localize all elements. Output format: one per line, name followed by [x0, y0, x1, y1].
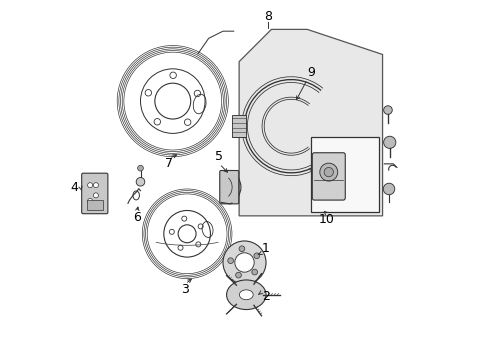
- Circle shape: [383, 136, 395, 148]
- Circle shape: [239, 246, 244, 252]
- Polygon shape: [239, 30, 382, 216]
- Bar: [310, 137, 378, 212]
- Circle shape: [235, 272, 241, 278]
- Circle shape: [251, 269, 257, 275]
- Text: 8: 8: [263, 10, 271, 23]
- Circle shape: [137, 165, 143, 171]
- Circle shape: [136, 177, 144, 186]
- FancyBboxPatch shape: [81, 173, 108, 214]
- Circle shape: [383, 106, 391, 114]
- Text: 2: 2: [262, 290, 269, 303]
- Text: 1: 1: [262, 242, 269, 255]
- Circle shape: [87, 183, 92, 188]
- Ellipse shape: [226, 280, 265, 310]
- Text: 4: 4: [70, 181, 78, 194]
- Bar: [86, 200, 102, 211]
- Bar: [231, 116, 246, 137]
- Circle shape: [87, 198, 92, 203]
- Circle shape: [324, 167, 333, 177]
- Text: 6: 6: [133, 211, 141, 224]
- Circle shape: [93, 193, 98, 198]
- Ellipse shape: [239, 290, 253, 300]
- Text: 10: 10: [318, 213, 334, 226]
- Circle shape: [319, 163, 337, 181]
- Text: 5: 5: [215, 150, 223, 163]
- Text: 3: 3: [181, 283, 189, 296]
- Text: 9: 9: [306, 66, 314, 79]
- Circle shape: [253, 253, 259, 258]
- Circle shape: [234, 253, 254, 272]
- Circle shape: [383, 183, 394, 195]
- Circle shape: [223, 241, 265, 284]
- Circle shape: [93, 183, 98, 188]
- Circle shape: [227, 258, 233, 264]
- FancyBboxPatch shape: [219, 171, 238, 204]
- Text: 7: 7: [165, 157, 173, 170]
- FancyBboxPatch shape: [312, 153, 345, 200]
